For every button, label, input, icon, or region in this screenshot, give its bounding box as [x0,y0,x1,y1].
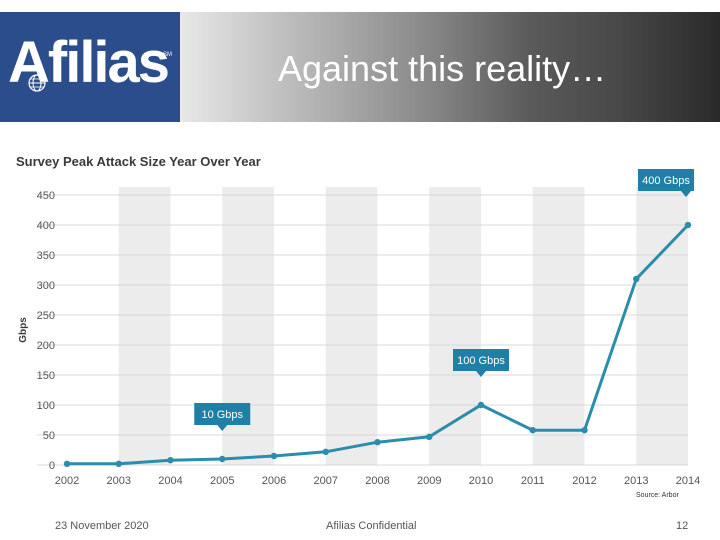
y-tick-label: 100 [37,400,55,412]
callout-label: 400 Gbps [642,175,690,187]
x-tick-label: 2008 [365,475,389,487]
y-tick-label: 350 [37,250,55,262]
chart-container: 0 50 100 150 200 250 300 350 400 450 2002 2003 2004… [0,140,720,520]
y-tick-label: 50 [43,430,55,442]
trademark-mark: SM [163,52,172,58]
callout-pointer [217,425,228,431]
y-tick-label: 400 [37,220,55,232]
source-note: Source: Arbor [636,492,679,499]
line-chart: 0 50 100 150 200 250 300 350 400 450 2002 2003 2004… [16,154,700,487]
x-tick-label: 2012 [572,475,596,487]
logo-wordmark: Afilias [8,30,170,95]
data-point [219,455,226,463]
y-tick-labels: 0 50 100 150 200 250 300 350 400 450 [37,190,55,472]
x-tick-label: 2013 [624,475,648,487]
footer-confidential: Afilias Confidential [326,520,417,532]
data-point [477,401,485,409]
x-tick-label: 2007 [314,475,338,487]
data-point [426,433,433,440]
x-tick-labels: 2002 2003 2004 2005 2006 2007 2008 2009 2010 2011… [55,475,700,487]
y-tick-label: 200 [37,340,55,352]
callout: 400 Gbps [638,169,694,197]
callout-box [453,349,509,371]
chart-title: Survey Peak Attack Size Year Over Year [16,154,261,169]
page-number: 12 [676,520,689,532]
callout-box [194,403,251,425]
data-point [167,457,174,464]
callout-pointer [476,371,486,377]
y-tick-label: 450 [37,190,55,202]
globe-icon [28,74,46,92]
x-tick-label: 2009 [417,475,441,487]
afilias-logo: Afilias SM [0,12,180,122]
data-point [115,460,122,467]
callout-box [638,169,694,191]
y-tick-label: 300 [37,280,55,292]
data-point [63,460,71,467]
data-point [529,427,536,434]
column-band [532,187,585,465]
data-point [270,452,278,460]
x-tick-label: 2005 [210,475,234,487]
title-banner: Against this reality… [180,12,720,122]
gridlines [37,194,688,466]
x-tick-label: 2010 [469,475,493,487]
column-band [118,187,171,465]
x-tick-label: 2003 [107,475,131,487]
data-point [322,448,329,455]
x-tick-label: 2006 [262,475,286,487]
y-axis-label: Gbps [18,317,29,343]
slide-title: Against this reality… [278,48,607,89]
column-band [325,187,378,465]
callout-label: 100 Gbps [457,355,505,367]
callout-label: 10 Gbps [201,409,243,421]
column-band [429,187,481,465]
callout: 100 Gbps [453,349,509,377]
y-tick-label: 0 [49,460,55,472]
y-tick-label: 150 [37,370,55,382]
x-tick-label: 2002 [55,475,79,487]
data-points [63,221,692,467]
y-tick-label: 250 [37,310,55,322]
x-tick-label: 2004 [158,475,182,487]
slide-header: Afilias SM Against this reality… [0,12,720,122]
callout-pointer [681,191,691,197]
column-band [636,187,688,465]
callouts: 10 Gbps 100 Gbps 400 Gbps [194,169,694,431]
data-point [581,427,588,434]
data-point [633,275,640,283]
x-tick-label: 2014 [676,475,700,487]
x-tick-label: 2011 [521,475,545,487]
data-point [684,221,692,229]
data-point [374,439,381,446]
footer-date: 23 November 2020 [55,520,149,532]
callout: 10 Gbps [194,403,251,431]
